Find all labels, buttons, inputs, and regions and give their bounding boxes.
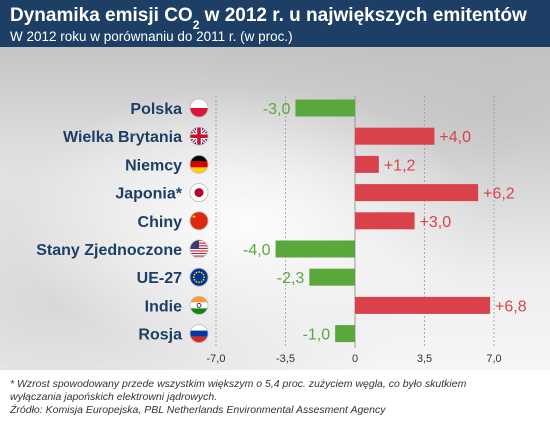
x-tick-label: 0 <box>352 353 358 365</box>
flag-poland-icon <box>189 98 209 118</box>
bar <box>309 268 355 286</box>
category-label: Indie <box>145 298 182 315</box>
bar <box>295 99 355 117</box>
category-label: Rosja <box>138 327 182 344</box>
chart-title: Dynamika emisji CO2 w 2012 r. u najwięks… <box>10 5 527 32</box>
category-label: Niemcy <box>125 157 182 174</box>
bar <box>355 155 379 173</box>
flag-russia-icon <box>189 324 209 344</box>
data-label: +3,0 <box>420 214 452 231</box>
chart-subtitle: W 2012 roku w porównaniu do 2011 r. (w p… <box>10 29 293 44</box>
bar <box>355 184 479 202</box>
bar <box>335 325 355 343</box>
x-tick-label: 7,0 <box>486 353 501 365</box>
data-label: +1,2 <box>384 157 416 174</box>
flag-germany-icon <box>189 154 209 174</box>
x-tick-label: -3,5 <box>276 353 295 365</box>
flag-eu-icon <box>189 267 209 287</box>
data-label: -1,0 <box>303 327 331 344</box>
bar <box>275 240 355 258</box>
flag-japan-icon <box>189 183 209 203</box>
footer: * Wzrost spowodowany przede wszystkim wi… <box>0 370 550 437</box>
flag-uk-icon <box>189 126 209 146</box>
category-label: Polska <box>130 101 182 118</box>
x-tick-label: -7,0 <box>207 353 226 365</box>
title-text: Dynamika emisji CO <box>10 5 193 26</box>
bar <box>355 127 435 145</box>
category-label: Chiny <box>138 214 183 231</box>
x-tick-label: 3,5 <box>417 353 432 365</box>
source-note: Źródło: Komisja Europejska, PBL Netherla… <box>10 404 386 416</box>
data-label: +6,8 <box>495 298 527 315</box>
flag-india-icon <box>189 295 209 315</box>
bar <box>355 212 415 230</box>
data-label: -3,0 <box>263 101 291 118</box>
flag-usa-icon <box>189 239 209 259</box>
footnote-line-2: wyłączania japońskich elektrowni jądrowy… <box>10 391 218 403</box>
category-label: Wielka Brytania <box>63 129 182 146</box>
footnote-line-1: * Wzrost spowodowany przede wszystkim wi… <box>10 378 467 390</box>
cloud-background <box>0 47 550 370</box>
category-label: Japonia* <box>115 186 182 203</box>
data-label: -4,0 <box>243 242 271 259</box>
bar <box>355 296 491 314</box>
data-label: -2,3 <box>277 270 305 287</box>
category-label: UE-27 <box>137 270 182 287</box>
header-banner: Dynamika emisji CO2 w 2012 r. u najwięks… <box>0 0 550 47</box>
data-label: +6,2 <box>483 186 515 203</box>
category-label: Stany Zjednoczone <box>36 242 182 259</box>
data-label: +4,0 <box>439 129 471 146</box>
flag-china-icon <box>189 211 209 231</box>
title-subscript: 2 <box>192 17 200 32</box>
title-text-rest: w 2012 r. u największych emitentów <box>199 5 527 26</box>
